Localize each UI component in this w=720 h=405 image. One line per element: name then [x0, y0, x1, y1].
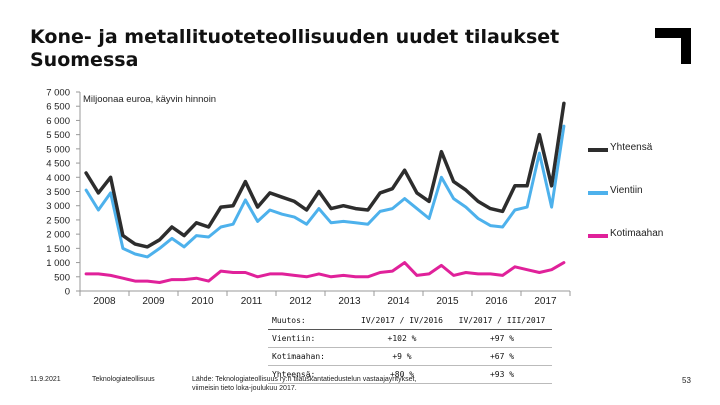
- legend-label-total: Yhteensä: [610, 142, 653, 153]
- x-tick-label: 2015: [436, 296, 459, 307]
- page-number: 53: [682, 376, 691, 385]
- y-tick-label: 4 000: [46, 173, 70, 184]
- footer-source-line1: Lähde: Teknologiateollisuus ry:n tilausk…: [192, 376, 417, 383]
- table-cell: +67 %: [452, 347, 552, 366]
- series-lines: [84, 101, 566, 284]
- table-header-cell: IV/2017 / III/2017: [452, 312, 552, 330]
- table-header-cell: Muutos:: [268, 312, 352, 330]
- legend-swatch-export: [588, 191, 608, 195]
- y-tick-label: 3 000: [46, 201, 70, 212]
- y-tick-label: 6 500: [46, 102, 70, 113]
- footer-source-line2: viimeisin tieto loka-joulukuu 2017.: [192, 385, 297, 392]
- y-tick-label: 5 000: [46, 144, 70, 155]
- table-cell: +102 %: [352, 329, 452, 348]
- y-tick-label: 0: [65, 287, 70, 298]
- table-row: Kotimaahan: +9 % +67 %: [268, 347, 552, 366]
- series-line-export: [84, 124, 566, 259]
- y-axis-label: Miljoonaa euroa, käyvin hinnoin: [83, 94, 216, 105]
- series-line-total: [84, 101, 566, 249]
- y-tick-label: 1 000: [46, 258, 70, 269]
- x-tick-label: 2016: [485, 296, 508, 307]
- table-header-row: Muutos: IV/2017 / IV/2016 IV/2017 / III/…: [268, 312, 552, 330]
- table-cell: +80 %: [352, 365, 452, 384]
- legend-label-export: Vientiin: [610, 185, 643, 196]
- footer-date: 11.9.2021: [30, 376, 61, 383]
- x-axis: 2008 2009 2010 2011 2012 2013 2014 2015 2016 2017: [79, 290, 571, 307]
- brand-logo-icon: [655, 28, 691, 64]
- x-tick-label: 2010: [191, 296, 214, 307]
- table-cell: +93 %: [452, 365, 552, 384]
- y-tick-label: 1 500: [46, 244, 70, 255]
- slide-title: Kone- ja metallituoteteollisuuden uudet …: [30, 26, 560, 71]
- table-cell: Kotimaahan:: [268, 347, 352, 366]
- y-tick-label: 5 500: [46, 130, 70, 141]
- y-tick-label: 4 500: [46, 159, 70, 170]
- x-tick-label: 2008: [93, 296, 116, 307]
- x-tick-label: 2009: [142, 296, 165, 307]
- series-line-domestic: [84, 261, 566, 284]
- table-cell: Yhteensä:: [268, 365, 352, 384]
- footer-org: Teknologiateollisuus: [92, 376, 155, 383]
- x-tick-label: 2017: [534, 296, 557, 307]
- x-tick-label: 2011: [241, 296, 263, 307]
- table-row: Yhteensä: +80 % +93 %: [268, 365, 552, 384]
- legend-label-domestic: Kotimaahan: [610, 228, 664, 239]
- table-cell: +97 %: [452, 329, 552, 348]
- x-tick-label: 2012: [289, 296, 312, 307]
- table-row: Vientiin: +102 % +97 %: [268, 329, 552, 348]
- table-cell: +9 %: [352, 347, 452, 366]
- legend-swatch-total: [588, 148, 608, 152]
- table-header-cell: IV/2017 / IV/2016: [352, 312, 452, 330]
- y-tick-label: 2 000: [46, 230, 70, 241]
- x-tick-label: 2013: [338, 296, 361, 307]
- y-tick-label: 500: [54, 272, 70, 283]
- x-tick-label: 2014: [387, 296, 410, 307]
- y-axis: 0 500 1 000 1 500 2 000 2 500 3 000 3 500 4 000 4…: [46, 88, 81, 298]
- y-tick-label: 2 500: [46, 215, 70, 226]
- y-tick-label: 6 000: [46, 116, 70, 127]
- logo-shape: [655, 28, 691, 64]
- y-tick-label: 7 000: [46, 88, 70, 99]
- table-cell: Vientiin:: [268, 329, 352, 348]
- legend-swatch-domestic: [588, 234, 608, 238]
- change-table: Muutos: IV/2017 / IV/2016 IV/2017 / III/…: [268, 312, 552, 384]
- y-tick-label: 3 500: [46, 187, 70, 198]
